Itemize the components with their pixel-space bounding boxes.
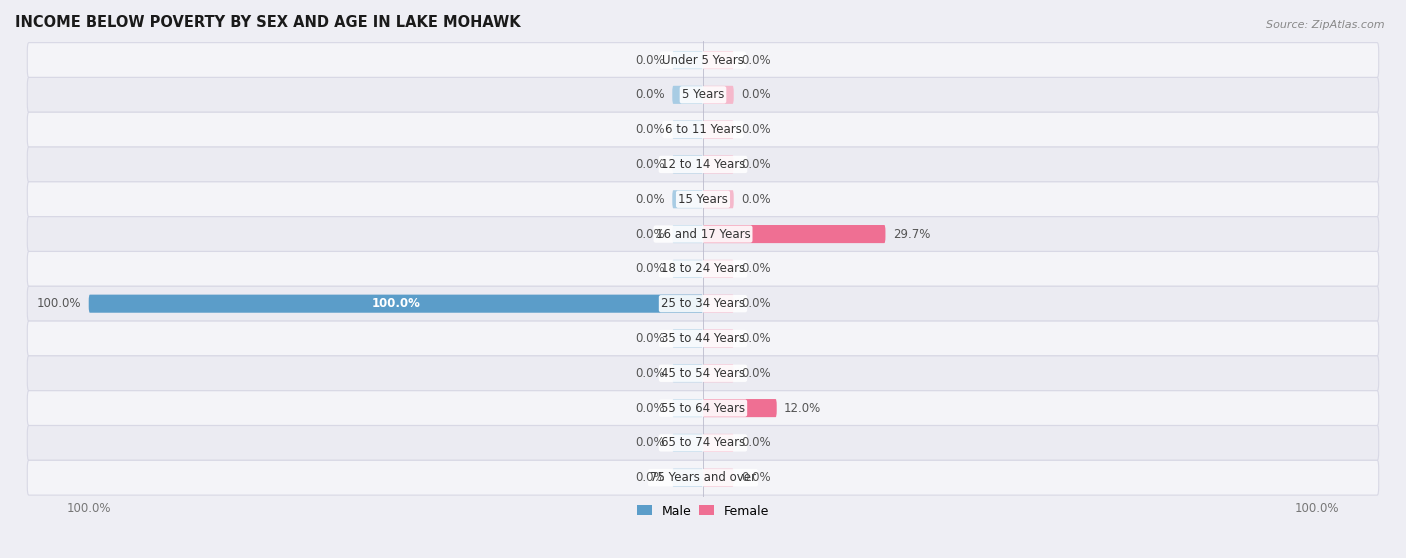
FancyBboxPatch shape bbox=[89, 295, 703, 312]
FancyBboxPatch shape bbox=[27, 391, 1379, 426]
Text: 0.0%: 0.0% bbox=[636, 471, 665, 484]
FancyBboxPatch shape bbox=[27, 217, 1379, 252]
FancyBboxPatch shape bbox=[672, 121, 703, 139]
Text: 15 Years: 15 Years bbox=[678, 193, 728, 206]
Text: 0.0%: 0.0% bbox=[636, 262, 665, 275]
Text: 0.0%: 0.0% bbox=[741, 158, 770, 171]
Text: 0.0%: 0.0% bbox=[636, 123, 665, 136]
FancyBboxPatch shape bbox=[672, 399, 703, 417]
FancyBboxPatch shape bbox=[703, 295, 734, 312]
Text: 0.0%: 0.0% bbox=[636, 88, 665, 102]
Text: 45 to 54 Years: 45 to 54 Years bbox=[661, 367, 745, 380]
Text: 6 to 11 Years: 6 to 11 Years bbox=[665, 123, 741, 136]
FancyBboxPatch shape bbox=[703, 155, 734, 174]
FancyBboxPatch shape bbox=[703, 399, 776, 417]
Text: 0.0%: 0.0% bbox=[741, 193, 770, 206]
FancyBboxPatch shape bbox=[672, 364, 703, 382]
FancyBboxPatch shape bbox=[703, 364, 734, 382]
Text: 65 to 74 Years: 65 to 74 Years bbox=[661, 436, 745, 449]
FancyBboxPatch shape bbox=[27, 356, 1379, 391]
FancyBboxPatch shape bbox=[27, 112, 1379, 147]
FancyBboxPatch shape bbox=[27, 252, 1379, 286]
FancyBboxPatch shape bbox=[703, 469, 734, 487]
FancyBboxPatch shape bbox=[672, 225, 703, 243]
Text: 0.0%: 0.0% bbox=[741, 332, 770, 345]
Text: 25 to 34 Years: 25 to 34 Years bbox=[661, 297, 745, 310]
Text: 0.0%: 0.0% bbox=[636, 367, 665, 380]
FancyBboxPatch shape bbox=[27, 42, 1379, 78]
Text: 0.0%: 0.0% bbox=[741, 436, 770, 449]
Text: 100.0%: 100.0% bbox=[371, 297, 420, 310]
Text: 75 Years and over: 75 Years and over bbox=[650, 471, 756, 484]
FancyBboxPatch shape bbox=[703, 260, 734, 278]
Text: 100.0%: 100.0% bbox=[37, 297, 82, 310]
FancyBboxPatch shape bbox=[672, 86, 703, 104]
FancyBboxPatch shape bbox=[27, 286, 1379, 321]
Text: 12.0%: 12.0% bbox=[785, 402, 821, 415]
FancyBboxPatch shape bbox=[672, 260, 703, 278]
FancyBboxPatch shape bbox=[703, 329, 734, 348]
FancyBboxPatch shape bbox=[27, 321, 1379, 356]
Text: 55 to 64 Years: 55 to 64 Years bbox=[661, 402, 745, 415]
Text: 0.0%: 0.0% bbox=[636, 436, 665, 449]
Text: 35 to 44 Years: 35 to 44 Years bbox=[661, 332, 745, 345]
Text: 16 and 17 Years: 16 and 17 Years bbox=[655, 228, 751, 240]
Text: 0.0%: 0.0% bbox=[741, 88, 770, 102]
FancyBboxPatch shape bbox=[672, 469, 703, 487]
Text: 18 to 24 Years: 18 to 24 Years bbox=[661, 262, 745, 275]
Text: 0.0%: 0.0% bbox=[636, 54, 665, 66]
FancyBboxPatch shape bbox=[27, 426, 1379, 460]
FancyBboxPatch shape bbox=[672, 51, 703, 69]
FancyBboxPatch shape bbox=[703, 86, 734, 104]
Text: 0.0%: 0.0% bbox=[741, 123, 770, 136]
Text: 0.0%: 0.0% bbox=[636, 228, 665, 240]
Text: 0.0%: 0.0% bbox=[636, 332, 665, 345]
Text: 0.0%: 0.0% bbox=[636, 158, 665, 171]
Text: Under 5 Years: Under 5 Years bbox=[662, 54, 744, 66]
Text: 0.0%: 0.0% bbox=[741, 297, 770, 310]
Text: 0.0%: 0.0% bbox=[636, 193, 665, 206]
Legend: Male, Female: Male, Female bbox=[631, 499, 775, 522]
Text: Source: ZipAtlas.com: Source: ZipAtlas.com bbox=[1267, 20, 1385, 30]
FancyBboxPatch shape bbox=[27, 182, 1379, 217]
FancyBboxPatch shape bbox=[672, 329, 703, 348]
FancyBboxPatch shape bbox=[703, 51, 734, 69]
FancyBboxPatch shape bbox=[703, 121, 734, 139]
Text: 12 to 14 Years: 12 to 14 Years bbox=[661, 158, 745, 171]
FancyBboxPatch shape bbox=[703, 434, 734, 452]
Text: 5 Years: 5 Years bbox=[682, 88, 724, 102]
FancyBboxPatch shape bbox=[703, 190, 734, 208]
Text: INCOME BELOW POVERTY BY SEX AND AGE IN LAKE MOHAWK: INCOME BELOW POVERTY BY SEX AND AGE IN L… bbox=[15, 15, 520, 30]
Text: 0.0%: 0.0% bbox=[741, 262, 770, 275]
FancyBboxPatch shape bbox=[27, 147, 1379, 182]
FancyBboxPatch shape bbox=[672, 155, 703, 174]
Text: 29.7%: 29.7% bbox=[893, 228, 931, 240]
FancyBboxPatch shape bbox=[672, 190, 703, 208]
Text: 0.0%: 0.0% bbox=[741, 54, 770, 66]
FancyBboxPatch shape bbox=[27, 460, 1379, 495]
Text: 0.0%: 0.0% bbox=[741, 367, 770, 380]
FancyBboxPatch shape bbox=[672, 434, 703, 452]
Text: 0.0%: 0.0% bbox=[741, 471, 770, 484]
Text: 0.0%: 0.0% bbox=[636, 402, 665, 415]
FancyBboxPatch shape bbox=[703, 225, 886, 243]
FancyBboxPatch shape bbox=[27, 78, 1379, 112]
